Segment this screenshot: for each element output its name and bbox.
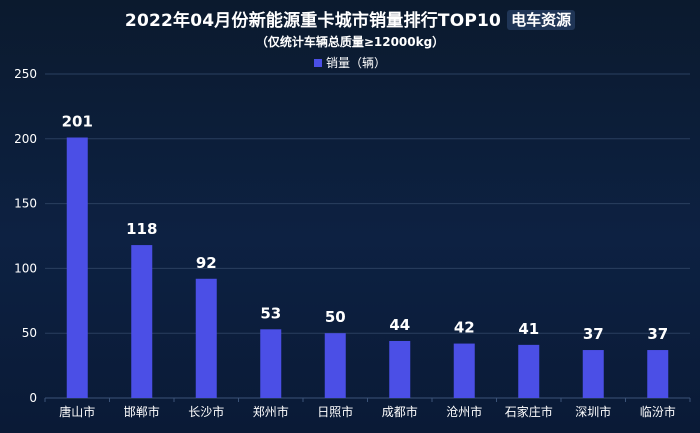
bar <box>389 340 411 398</box>
legend-label: 销量（辆） <box>325 56 386 70</box>
chart-subtitle: （仅统计车辆总质量≥12000kg） <box>255 35 445 49</box>
chart-title: 2022年04月份新能源重卡城市销量排行TOP10 <box>124 11 502 31</box>
x-tick-label: 长沙市 <box>188 404 224 419</box>
data-label: 92 <box>196 254 217 272</box>
title-line: 2022年04月份新能源重卡城市销量排行TOP10 电车资源 <box>0 6 700 31</box>
legend-swatch <box>313 59 322 67</box>
x-tick-label: 郑州市 <box>253 404 289 419</box>
bar <box>195 278 217 398</box>
x-tick-label: 沧州市 <box>446 404 482 419</box>
data-label: 53 <box>260 304 281 322</box>
x-tick-label: 临汾市 <box>640 404 676 419</box>
data-label: 42 <box>454 319 475 337</box>
x-tick-label: 唐山市 <box>59 404 95 419</box>
bar <box>131 245 153 398</box>
bar <box>518 344 540 398</box>
x-tick-label: 成都市 <box>382 404 418 419</box>
data-label: 44 <box>389 316 410 334</box>
data-label: 37 <box>583 325 604 343</box>
bar <box>324 333 346 398</box>
x-tick-label: 深圳市 <box>575 404 611 419</box>
y-tick-label: 200 <box>14 132 37 146</box>
x-tick-label: 石家庄市 <box>505 404 553 419</box>
y-tick-label: 250 <box>14 67 37 81</box>
data-label: 201 <box>62 113 93 131</box>
x-tick-label: 日照市 <box>317 404 353 419</box>
bar <box>260 329 282 398</box>
bar <box>453 343 475 398</box>
data-label: 50 <box>325 308 346 326</box>
y-tick-label: 100 <box>14 261 37 275</box>
data-label: 118 <box>126 220 157 238</box>
y-tick-label: 0 <box>29 391 37 405</box>
data-label: 37 <box>647 325 668 343</box>
brand-logo: 电车资源 <box>507 10 576 30</box>
x-tick-label: 邯郸市 <box>124 404 160 419</box>
chart-legend[interactable]: 销量（辆） <box>0 54 700 71</box>
bar <box>66 137 88 398</box>
bar <box>582 350 604 398</box>
y-tick-label: 50 <box>22 326 37 340</box>
y-tick-label: 150 <box>14 197 37 211</box>
bar <box>647 350 669 398</box>
data-label: 41 <box>518 320 539 338</box>
chart-header: 2022年04月份新能源重卡城市销量排行TOP10 电车资源 （仅统计车辆总质量≥… <box>0 6 700 50</box>
